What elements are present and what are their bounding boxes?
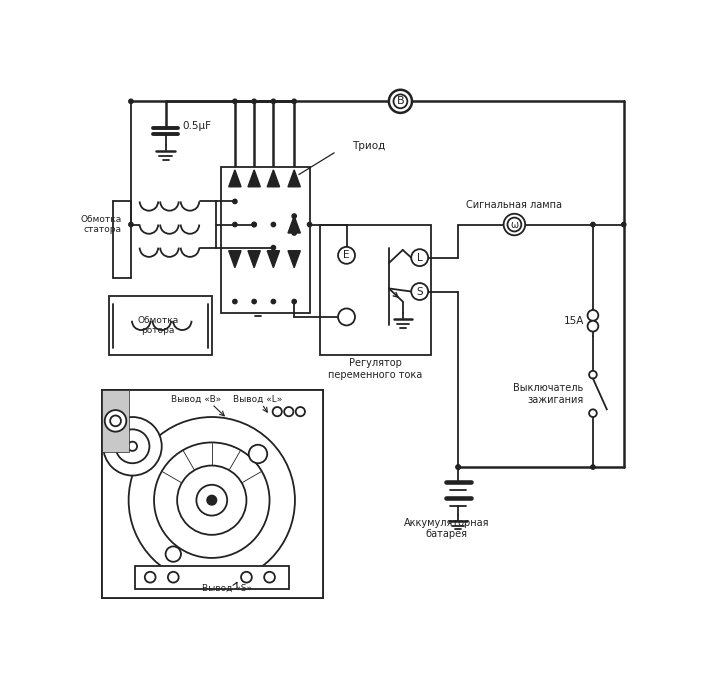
Circle shape — [103, 417, 162, 475]
Circle shape — [241, 572, 252, 583]
Circle shape — [411, 249, 428, 266]
Polygon shape — [288, 251, 300, 267]
Circle shape — [233, 300, 237, 304]
Circle shape — [252, 300, 257, 304]
Circle shape — [296, 407, 305, 417]
Bar — [109, 296, 212, 356]
Circle shape — [207, 496, 216, 505]
Circle shape — [129, 222, 133, 226]
Bar — [135, 566, 289, 589]
Text: S: S — [416, 287, 423, 297]
Circle shape — [273, 407, 282, 417]
Circle shape — [292, 99, 297, 103]
Circle shape — [591, 222, 595, 226]
Polygon shape — [268, 251, 280, 267]
Circle shape — [271, 300, 276, 304]
Circle shape — [587, 310, 598, 321]
Text: Регулятор
переменного тока: Регулятор переменного тока — [328, 358, 422, 380]
Circle shape — [292, 214, 297, 218]
Text: E: E — [343, 250, 349, 261]
Polygon shape — [288, 170, 300, 187]
Circle shape — [252, 222, 257, 226]
Circle shape — [177, 466, 247, 535]
Text: ω: ω — [510, 220, 518, 230]
Circle shape — [338, 247, 355, 264]
Circle shape — [587, 321, 598, 332]
Circle shape — [271, 246, 276, 250]
Circle shape — [589, 371, 597, 378]
Circle shape — [249, 445, 268, 463]
Text: Обмотка
ротора: Обмотка ротора — [137, 316, 178, 335]
Circle shape — [292, 231, 297, 235]
Text: Вывод «S»: Вывод «S» — [202, 584, 252, 593]
Circle shape — [264, 572, 275, 583]
Circle shape — [233, 199, 237, 204]
Circle shape — [504, 214, 525, 235]
Circle shape — [154, 443, 270, 558]
Polygon shape — [228, 170, 241, 187]
Circle shape — [196, 485, 227, 516]
Circle shape — [292, 300, 297, 304]
Circle shape — [338, 308, 355, 326]
Text: 15A: 15A — [563, 316, 584, 326]
Text: B: B — [397, 96, 405, 106]
Circle shape — [271, 99, 276, 103]
Bar — [102, 390, 128, 451]
Circle shape — [252, 99, 257, 103]
Circle shape — [389, 90, 412, 113]
Text: Аккумуляторная
батарея: Аккумуляторная батарея — [404, 518, 489, 540]
Text: Сигнальная лампа: Сигнальная лампа — [466, 200, 563, 210]
Circle shape — [252, 222, 257, 226]
Circle shape — [456, 465, 460, 469]
Polygon shape — [248, 251, 260, 267]
Circle shape — [104, 410, 126, 432]
Circle shape — [394, 94, 407, 108]
Circle shape — [307, 222, 312, 226]
Circle shape — [128, 417, 295, 583]
Text: Обмотка
статора: Обмотка статора — [80, 215, 122, 234]
Circle shape — [115, 430, 149, 463]
Polygon shape — [268, 170, 280, 187]
Circle shape — [233, 222, 237, 226]
Text: Триод: Триод — [352, 141, 385, 151]
Bar — [320, 224, 431, 356]
Polygon shape — [248, 170, 260, 187]
Polygon shape — [228, 251, 241, 267]
Circle shape — [168, 572, 178, 583]
Circle shape — [284, 407, 294, 417]
Bar — [102, 390, 323, 598]
Circle shape — [507, 218, 521, 231]
Bar — [221, 167, 310, 313]
Circle shape — [233, 99, 237, 103]
Text: L: L — [417, 252, 423, 263]
Text: Вывод «B»: Вывод «B» — [171, 395, 222, 404]
Circle shape — [621, 222, 626, 226]
Circle shape — [129, 99, 133, 103]
Text: 0.5μF: 0.5μF — [183, 121, 212, 131]
Circle shape — [456, 465, 460, 469]
Circle shape — [110, 415, 121, 426]
Text: Выключатель
зажигания: Выключатель зажигания — [513, 383, 584, 405]
Bar — [102, 390, 323, 598]
Circle shape — [589, 409, 597, 417]
Circle shape — [165, 547, 181, 562]
Polygon shape — [288, 216, 300, 233]
Circle shape — [128, 442, 137, 451]
Circle shape — [145, 572, 156, 583]
Text: Вывод «L»: Вывод «L» — [233, 395, 283, 404]
Circle shape — [271, 222, 276, 226]
Circle shape — [591, 465, 595, 469]
Circle shape — [411, 283, 428, 300]
